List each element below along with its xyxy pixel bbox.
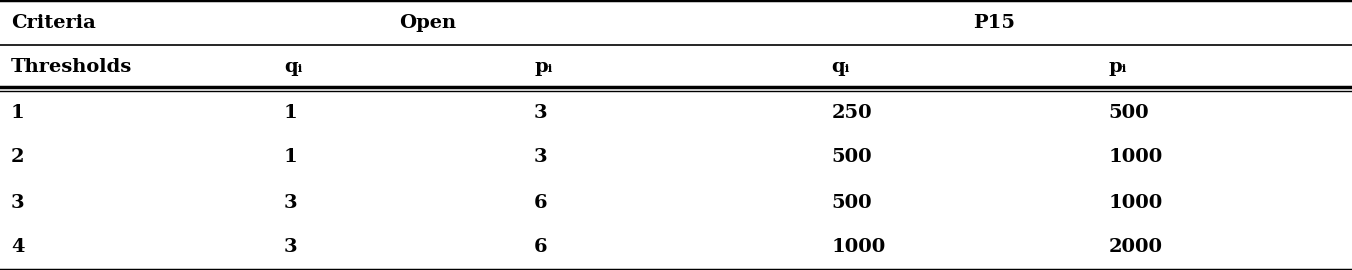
Text: 250: 250 <box>831 103 872 122</box>
Text: pᵢ: pᵢ <box>1109 59 1128 76</box>
Text: 1000: 1000 <box>831 238 886 256</box>
Text: 2000: 2000 <box>1109 238 1163 256</box>
Text: qᵢ: qᵢ <box>831 59 850 76</box>
Text: Open: Open <box>399 14 456 32</box>
Text: 1000: 1000 <box>1109 194 1163 211</box>
Text: 1: 1 <box>11 103 24 122</box>
Text: 1: 1 <box>284 148 297 167</box>
Text: 3: 3 <box>534 148 548 167</box>
Text: 6: 6 <box>534 238 548 256</box>
Text: 500: 500 <box>1109 103 1149 122</box>
Text: P15: P15 <box>973 14 1015 32</box>
Text: 500: 500 <box>831 148 872 167</box>
Text: qᵢ: qᵢ <box>284 59 303 76</box>
Text: Thresholds: Thresholds <box>11 59 132 76</box>
Text: 6: 6 <box>534 194 548 211</box>
Text: Criteria: Criteria <box>11 14 96 32</box>
Text: 2: 2 <box>11 148 24 167</box>
Text: pᵢ: pᵢ <box>534 59 553 76</box>
Text: 500: 500 <box>831 194 872 211</box>
Text: 4: 4 <box>11 238 24 256</box>
Text: 3: 3 <box>284 238 297 256</box>
Text: 3: 3 <box>11 194 24 211</box>
Text: 1: 1 <box>284 103 297 122</box>
Text: 3: 3 <box>284 194 297 211</box>
Text: 3: 3 <box>534 103 548 122</box>
Text: 1000: 1000 <box>1109 148 1163 167</box>
